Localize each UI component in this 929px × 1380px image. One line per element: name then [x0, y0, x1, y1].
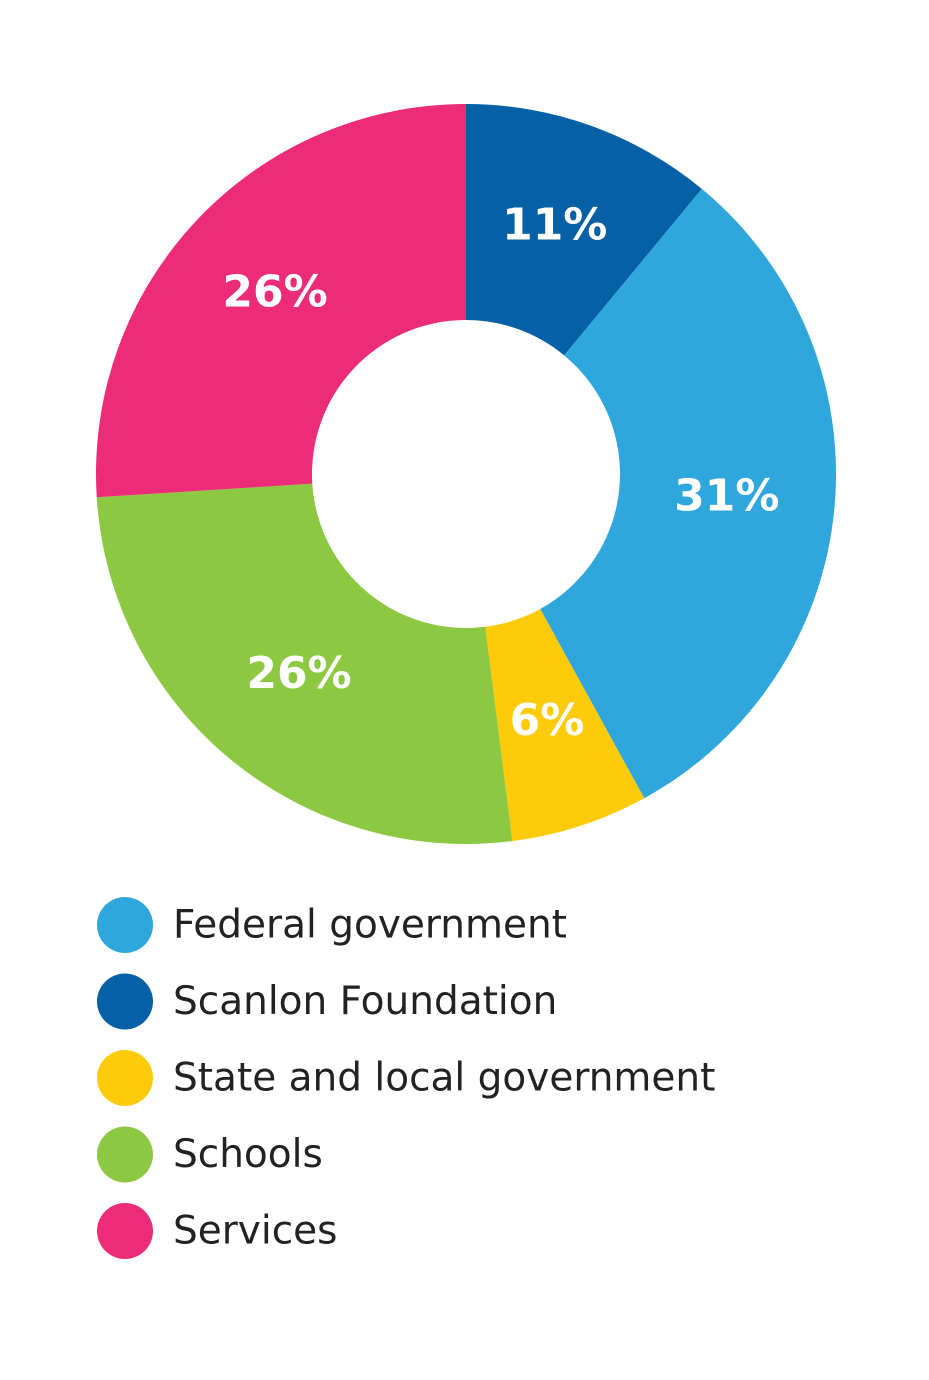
- value-label: 6%: [510, 695, 585, 746]
- legend-swatch: [97, 897, 153, 953]
- donut-segment: [466, 104, 702, 356]
- legend-swatch: [97, 1050, 153, 1106]
- donut-segment: [540, 188, 836, 799]
- donut-segment: [95, 104, 466, 498]
- legend-label: Schools: [173, 1132, 323, 1177]
- legend-label: Services: [173, 1209, 337, 1254]
- value-label: 26%: [222, 267, 327, 318]
- value-label: 11%: [502, 199, 607, 250]
- legend-label: State and local government: [173, 1056, 715, 1101]
- donut-segment: [485, 608, 645, 842]
- legend-label: Federal government: [173, 903, 567, 948]
- legend-swatch: [97, 973, 153, 1030]
- legend-swatch: [97, 1203, 153, 1259]
- legend-label: Scanlon Foundation: [173, 979, 557, 1024]
- legend-swatch: [97, 1126, 153, 1183]
- value-label: 26%: [246, 648, 351, 699]
- value-label: 31%: [674, 471, 779, 522]
- donut-segment: [96, 483, 513, 844]
